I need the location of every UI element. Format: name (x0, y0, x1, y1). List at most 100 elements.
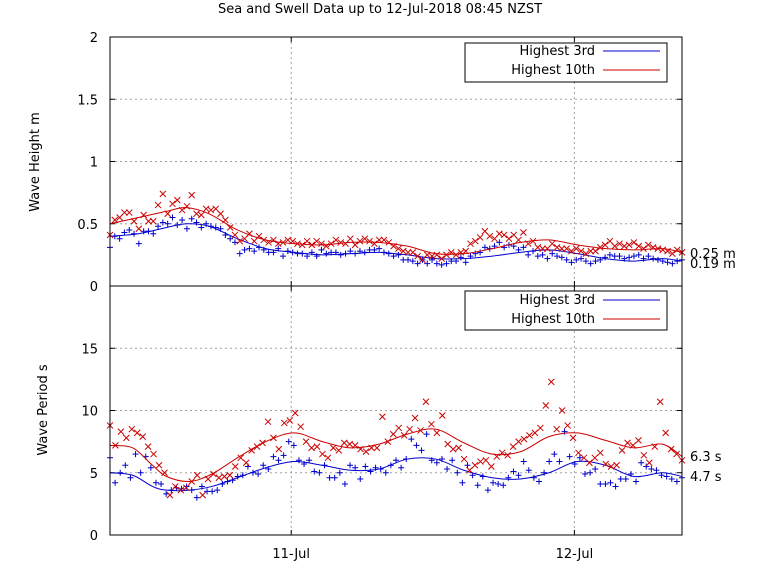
highest-tenth-sample-point (183, 202, 191, 210)
highest-third-sample-point (159, 219, 166, 226)
highest-third-sample-point (566, 453, 573, 460)
highest-tenth-sample-point (215, 474, 223, 482)
highest-tenth-sample-point (569, 434, 577, 442)
highest-tenth-sample-point (139, 433, 147, 440)
highest-third-sample-point (669, 260, 676, 267)
highest-tenth-sample-point (242, 459, 250, 467)
highest-tenth-sample-point (662, 429, 670, 437)
highest-tenth-sample-point (509, 443, 517, 450)
highest-third-sample-point (323, 250, 330, 257)
y-tick-label: 2 (90, 31, 98, 46)
highest-third-sample-point (326, 474, 333, 481)
highest-tenth-sample-point (409, 249, 417, 256)
highest-third-sample-point (520, 458, 527, 465)
highest-third-sample-point (633, 478, 640, 485)
highest-third-sample-point (602, 480, 609, 487)
highest-third-sample-point (347, 462, 354, 469)
highest-third-sample-point (474, 482, 481, 489)
highest-third-sample-point (673, 478, 680, 485)
highest-tenth-sample-point (188, 191, 196, 199)
highest-third-sample-point (495, 480, 502, 487)
highest-third-sample-point (496, 239, 503, 246)
highest-tenth-sample-point (145, 217, 152, 225)
highest-third-sample-point (295, 457, 302, 464)
highest-third-sample-point (423, 431, 430, 438)
highest-tenth-sample-point (547, 378, 555, 386)
highest-tenth-sample-point (414, 252, 421, 260)
highest-tenth-sample-point (438, 412, 446, 419)
highest-tenth-sample-point (575, 449, 582, 457)
wave-period-legend: Highest 3rd Highest 10th (464, 290, 668, 331)
highest-third-sample-point (481, 244, 488, 251)
highest-tenth-sample-point (226, 224, 234, 231)
highest-tenth-sample-point (150, 450, 157, 458)
highest-third-sample-point (121, 229, 128, 236)
y-tick-label: 1.5 (77, 93, 98, 108)
highest-tenth-sample-point (520, 435, 528, 443)
highest-tenth-sample-point (558, 245, 566, 253)
highest-third-sample-point (587, 260, 594, 267)
highest-third-sample-point (525, 251, 532, 258)
highest-tenth-sample-point (236, 237, 244, 245)
highest-tenth-sample-point (625, 241, 633, 249)
highest-tenth-sample-point (640, 451, 648, 459)
highest-tenth-sample-point (161, 469, 168, 477)
highest-third-sample-point (405, 256, 412, 263)
highest-third-sample-point (549, 250, 556, 257)
highest-tenth-sample-point (207, 206, 215, 214)
highest-tenth-sample-point (460, 455, 468, 463)
highest-tenth-trend-line (109, 428, 683, 482)
highest-tenth-sample-point (324, 454, 332, 462)
highest-tenth-sample-point (128, 425, 136, 433)
highest-tenth-sample-point (199, 491, 206, 499)
highest-tenth-sample-point (404, 249, 412, 256)
highest-third-sample-point (357, 475, 364, 482)
highest-tenth-sample-point (362, 448, 370, 455)
wave-period-axis-label: Wave Period s (36, 364, 51, 455)
legend-label-tenth: Highest 10th (511, 63, 595, 78)
highest-third-sample-point (150, 230, 157, 237)
highest-third-sample-point (536, 478, 542, 485)
legend-label-third: Highest 3rd (519, 44, 595, 59)
highest-third-sample-point (155, 223, 162, 230)
highest-third-sample-point (638, 459, 645, 466)
wave-period-panel: 0 5 10 15 11-Jul 12-Jul Wave Period s Highest… (36, 285, 722, 562)
highest-tenth-sample-point (449, 445, 457, 453)
highest-tenth-sample-point (406, 425, 413, 433)
highest-tenth-sample-point (202, 205, 210, 213)
highest-third-sample-point (135, 240, 142, 247)
highest-tenth-sample-point (466, 466, 473, 474)
highest-tenth-sample-point (611, 242, 619, 250)
highest-tenth-sample-point (121, 209, 128, 216)
highest-tenth-sample-point (221, 473, 228, 480)
highest-tenth-sample-point (346, 440, 354, 448)
legend-label-third: Highest 3rd (519, 293, 595, 308)
highest-third-sample-point (484, 487, 491, 494)
highest-third-sample-point (459, 479, 466, 486)
highest-third-sample-point (112, 479, 119, 486)
wave-height-axis-label: Wave Height m (28, 112, 43, 212)
highest-third-sample-point (341, 480, 348, 487)
highest-tenth-sample-point (602, 460, 610, 468)
highest-tenth-sample-point (133, 429, 141, 437)
highest-tenth-sample-point (340, 439, 348, 447)
highest-third-sample-point (612, 483, 619, 490)
highest-third-sample-point (581, 470, 588, 477)
highest-third-sample-point (376, 245, 383, 252)
y-tick-label: 0 (90, 280, 98, 295)
highest-third-sample-point (164, 220, 171, 227)
highest-tenth-sample-point (351, 241, 359, 249)
highest-tenth-sample-point (613, 461, 620, 469)
highest-tenth-sample-point (346, 235, 354, 243)
highest-tenth-sample-point (231, 463, 239, 470)
highest-third-sample-point (116, 235, 123, 242)
highest-tenth-sample-point (366, 237, 373, 245)
highest-third-sample-point (635, 251, 642, 258)
highest-third-sample-point (179, 217, 186, 224)
highest-tenth-sample-point (577, 247, 585, 255)
highest-third-sample-point (592, 258, 599, 265)
highest-tenth-sample-point (624, 439, 631, 447)
highest-third-sample-point (664, 259, 671, 266)
highest-tenth-sample-point (520, 229, 527, 236)
highest-third-sample-point (193, 219, 200, 226)
